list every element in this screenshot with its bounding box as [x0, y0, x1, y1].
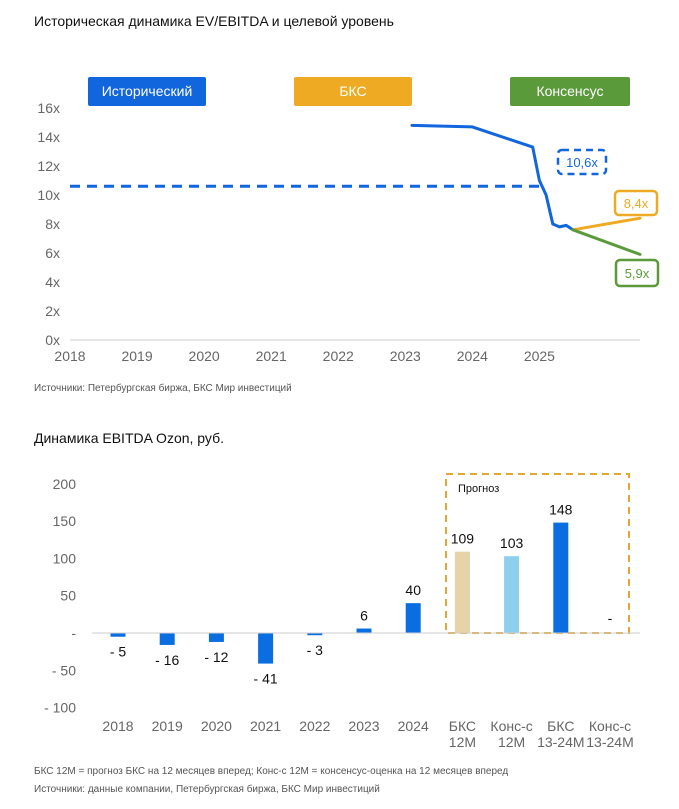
series-line: [571, 216, 642, 232]
chart2-title: Динамика EBITDA Ozon, руб.: [34, 430, 224, 446]
x-category-label: Конс-с: [490, 718, 532, 734]
data-label: - 12: [204, 649, 228, 665]
bar: [110, 633, 126, 637]
data-label: - 16: [155, 652, 179, 668]
y-tick-label: - 50: [52, 662, 76, 678]
x-category-label: 2023: [348, 718, 379, 734]
data-label: 103: [500, 535, 524, 551]
bar: [208, 633, 224, 642]
x-category-label: БКС: [449, 718, 476, 734]
y-tick-label: 16x: [37, 100, 60, 116]
x-category-label: 2022: [299, 718, 330, 734]
data-label: - 5: [110, 644, 127, 660]
y-tick-label: 14x: [37, 129, 60, 145]
x-tick-label: 2021: [256, 348, 287, 364]
data-label: - 3: [307, 642, 324, 658]
legend-label: Консенсус: [536, 83, 603, 99]
x-category-label: 12М: [498, 734, 525, 750]
x-category-label: 2021: [250, 718, 281, 734]
x-category-label: Конс-с: [589, 718, 631, 734]
bar: [258, 633, 274, 664]
x-tick-label: 2022: [323, 348, 354, 364]
y-tick-label: 2x: [45, 303, 60, 319]
annotation-box: [614, 258, 660, 288]
series-line: [571, 228, 642, 256]
y-tick-label: 0x: [45, 332, 60, 348]
x-tick-label: 2023: [390, 348, 421, 364]
bar: [454, 551, 470, 633]
y-tick-label: - 100: [44, 700, 76, 716]
y-tick-label: 50: [60, 588, 76, 604]
x-tick-label: 2019: [121, 348, 152, 364]
y-tick-label: 12x: [37, 158, 60, 174]
bar: [307, 633, 323, 636]
x-tick-label: 2020: [189, 348, 220, 364]
x-category-label: 2024: [398, 718, 429, 734]
data-label: 6: [360, 608, 368, 624]
x-category-label: 2018: [102, 718, 133, 734]
y-tick-label: 200: [53, 476, 77, 492]
annotation-box: [556, 148, 608, 176]
chart2-note: БКС 12М = прогноз БКС на 12 месяцев впер…: [34, 766, 509, 777]
data-label: 148: [549, 502, 573, 518]
annotation-label: 5,9x: [625, 266, 650, 281]
y-tick-label: -: [71, 625, 76, 641]
bar: [504, 556, 520, 633]
data-label: -: [608, 610, 613, 626]
data-label: - 41: [254, 671, 278, 687]
x-category-label: 13-24М: [537, 734, 584, 750]
legend-label: Исторический: [102, 83, 193, 99]
x-tick-label: 2024: [457, 348, 488, 364]
x-category-label: БКС: [547, 718, 574, 734]
x-category-label: 13-24М: [586, 734, 633, 750]
bar: [356, 628, 372, 633]
data-label: 40: [405, 582, 421, 598]
bar: [405, 603, 421, 633]
forecast-box: [445, 473, 630, 634]
chart1-title: Историческая динамика EV/EBITDA и целево…: [34, 13, 394, 29]
y-tick-label: 10x: [37, 187, 60, 203]
legend-label: БКС: [339, 83, 366, 99]
x-tick-label: 2025: [524, 348, 555, 364]
legend-box: [294, 77, 412, 106]
y-tick-label: 4x: [45, 274, 60, 290]
y-tick-label: 100: [53, 550, 77, 566]
x-category-label: 12М: [449, 734, 476, 750]
y-tick-label: 6x: [45, 245, 60, 261]
legend-box: [88, 77, 206, 106]
x-tick-label: 2018: [54, 348, 85, 364]
y-tick-label: 8x: [45, 216, 60, 232]
forecast-box-label: Прогноз: [458, 483, 499, 495]
annotation-label: 10,6x: [566, 155, 598, 170]
annotation-box: [613, 189, 659, 217]
chart1-source: Источники: Петербургская биржа, БКС Мир …: [34, 383, 292, 394]
ev-ebitda-chart: 0x 2x 4x 6x 8x 10x 12x 14x 16x 2018 2019 2020 2021 20…: [37, 77, 660, 364]
x-category-label: 2019: [152, 718, 183, 734]
x-category-label: 2020: [201, 718, 232, 734]
bar: [553, 522, 569, 633]
series-line: [410, 123, 575, 232]
chart2-source: Источники: данные компании, Петербургска…: [34, 784, 380, 795]
bar: [159, 633, 175, 645]
y-tick-label: 150: [53, 513, 77, 529]
data-label: 109: [451, 531, 475, 547]
annotation-label: 8,4x: [624, 196, 649, 211]
legend-box: [510, 77, 630, 106]
